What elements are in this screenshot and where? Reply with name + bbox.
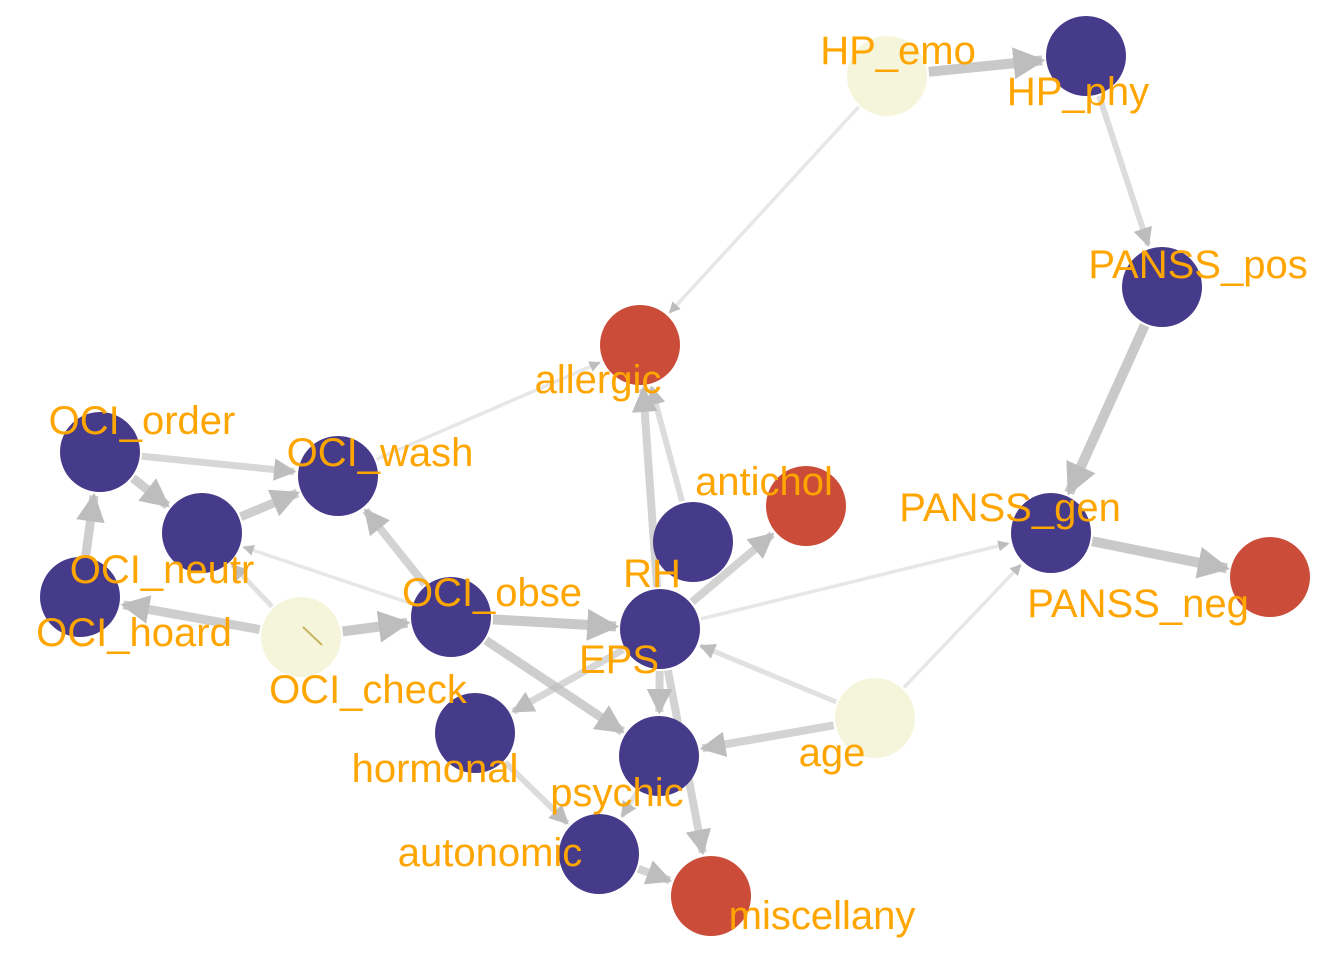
node-OCI_neutr — [162, 493, 242, 573]
edge-psychic-to-autonomic — [619, 790, 640, 818]
node-hormonal — [435, 693, 515, 773]
edge-age-to-PANSS_gen — [902, 563, 1022, 689]
edge-age-to-psychic — [699, 721, 835, 757]
edge-OCI_obse-to-OCI_neutr — [242, 544, 412, 606]
edge-autonomic-to-miscellany — [636, 860, 673, 885]
node-PANSS_neg — [1230, 537, 1310, 617]
edge-OCI_check-to-OCI_obse — [341, 610, 411, 643]
node-label-psychic: psychic — [550, 771, 683, 815]
edge-OCI_order-to-OCI_neutr — [130, 474, 171, 510]
edge-EPS-to-allergic — [631, 386, 662, 588]
node-OCI_obse — [411, 577, 491, 657]
edge-HP_emo-to-allergic — [668, 105, 860, 314]
node-HP_emo — [847, 36, 927, 116]
node-label-OCI_hoard: OCI_hoard — [36, 611, 232, 655]
node-label-miscellany: miscellany — [729, 894, 916, 938]
edge-EPS-to-PANSS_gen — [700, 540, 1010, 621]
node-PANSS_pos — [1122, 247, 1202, 327]
edge-EPS-to-antichol — [689, 531, 775, 605]
edge-OCI_check-to-OCI_hoard — [120, 595, 261, 634]
labels-layer: HP_emoHP_phyPANSS_posPANSS_genPANSS_nega… — [36, 29, 1308, 938]
node-OCI_wash — [298, 436, 378, 516]
edge-HP_emo-to-HP_phy — [928, 47, 1046, 80]
edge-OCI_check-to-OCI_neutr — [230, 563, 274, 609]
node-PANSS_gen — [1011, 493, 1091, 573]
node-label-EPS: EPS — [579, 638, 659, 682]
node-label-RH: RH — [623, 552, 681, 596]
node-label-PANSS_pos: PANSS_pos — [1088, 243, 1307, 287]
node-label-PANSS_neg: PANSS_neg — [1027, 582, 1249, 626]
node-label-OCI_obse: OCI_obse — [402, 571, 582, 615]
node-EPS — [620, 589, 700, 669]
node-OCI_order — [60, 412, 140, 492]
edge-PANSS_pos-to-PANSS_gen — [1064, 323, 1150, 496]
node-label-OCI_neutr: OCI_neutr — [70, 548, 255, 592]
edge-OCI_order-to-OCI_wash — [141, 452, 297, 481]
node-RH — [653, 502, 733, 582]
edge-OCI_obse-to-OCI_wash — [362, 507, 428, 587]
edge-OCI_neutr-to-OCI_wash — [238, 488, 301, 521]
node-allergic — [600, 305, 680, 385]
node-label-HP_phy: HP_phy — [1007, 70, 1149, 114]
edge-OCI_obse-to-EPS — [492, 608, 620, 641]
node-label-age: age — [799, 731, 866, 775]
edges-layer — [76, 47, 1230, 885]
node-autonomic — [559, 814, 639, 894]
node-label-OCI_wash: OCI_wash — [287, 431, 474, 475]
node-OCI_check — [261, 597, 341, 677]
node-psychic — [619, 716, 699, 796]
node-miscellany — [671, 856, 751, 936]
edge-OCI_hoard-to-OCI_order — [76, 492, 105, 557]
edge-OCI_wash-to-allergic — [375, 360, 601, 461]
node-label-allergic: allergic — [535, 358, 662, 402]
edge-RH-to-allergic — [646, 385, 685, 503]
node-antichol — [766, 466, 846, 546]
edge-OCI_obse-to-psychic — [483, 636, 625, 736]
node-label-PANSS_gen: PANSS_gen — [899, 486, 1121, 530]
node-OCI_check-tick — [302, 626, 323, 646]
edge-HP_phy-to-PANSS_pos — [1096, 94, 1152, 248]
node-label-antichol: antichol — [695, 460, 833, 504]
node-label-OCI_check: OCI_check — [269, 668, 468, 712]
edge-PANSS_gen-to-PANSS_neg — [1091, 536, 1230, 579]
node-HP_phy — [1046, 16, 1126, 96]
node-label-OCI_order: OCI_order — [49, 399, 236, 443]
node-OCI_hoard — [40, 557, 120, 637]
edge-hormonal-to-autonomic — [502, 760, 570, 826]
node-label-HP_emo: HP_emo — [820, 29, 976, 73]
edge-age-to-EPS — [699, 643, 838, 705]
edge-EPS-to-hormonal — [511, 646, 626, 715]
node-age — [835, 678, 915, 758]
node-label-hormonal: hormonal — [352, 747, 519, 791]
node-label-autonomic: autonomic — [398, 831, 583, 875]
nodes-layer — [40, 16, 1310, 936]
